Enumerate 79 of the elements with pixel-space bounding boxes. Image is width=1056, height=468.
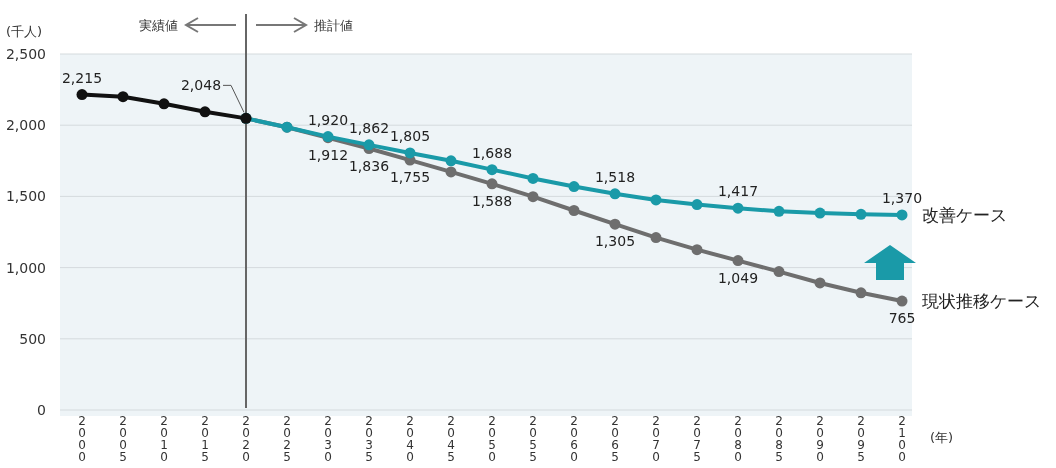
data-label: 1,417 xyxy=(717,183,759,200)
x-tick-label: 2095 xyxy=(857,414,865,464)
point xyxy=(527,191,539,203)
x-tick-label: 2045 xyxy=(447,414,455,464)
x-tick-label: 2085 xyxy=(775,414,783,464)
x-tick-label: 2100 xyxy=(898,414,906,464)
point xyxy=(445,155,457,167)
point xyxy=(896,295,908,307)
data-label: 1,805 xyxy=(389,127,431,144)
point xyxy=(650,232,662,244)
x-tick-label: 2005 xyxy=(119,414,127,464)
point xyxy=(76,89,88,101)
y-tick-label: 1,500 xyxy=(5,188,46,205)
point xyxy=(609,188,621,200)
x-tick-label: 2075 xyxy=(693,414,701,464)
data-label: 1,588 xyxy=(471,192,513,209)
point xyxy=(158,98,170,110)
point xyxy=(527,172,539,184)
data-label: 1,688 xyxy=(471,144,513,161)
x-tick-label: 2015 xyxy=(201,414,209,464)
y-tick-label: 2,500 xyxy=(5,46,46,62)
point xyxy=(855,208,867,220)
point xyxy=(773,266,785,278)
y-tick-label: 1,000 xyxy=(5,259,46,276)
x-tick-label: 2025 xyxy=(283,414,291,464)
series-label: 現状推移ケース xyxy=(922,291,1041,312)
point xyxy=(896,209,908,221)
point xyxy=(117,91,129,103)
x-tick-label: 2040 xyxy=(406,414,414,464)
x-tick-label: 2065 xyxy=(611,414,619,464)
y-axis-title: (千人) xyxy=(6,24,43,39)
point xyxy=(568,205,580,216)
x-tick-label: 2055 xyxy=(529,414,537,464)
point xyxy=(199,106,211,118)
y-tick-label: 500 xyxy=(19,330,46,347)
x-tick-label: 2050 xyxy=(488,414,496,464)
point xyxy=(568,181,580,193)
y-tick-label: 0 xyxy=(37,402,46,418)
x-tick-label: 2080 xyxy=(734,414,742,464)
data-label: 1,912 xyxy=(307,146,349,163)
data-label: 1,836 xyxy=(348,157,390,174)
data-label: 1,518 xyxy=(594,168,636,185)
data-label: 1,862 xyxy=(348,119,390,136)
series-label: 改善ケース xyxy=(922,204,1007,225)
data-label: 1,920 xyxy=(307,111,349,128)
point xyxy=(814,207,826,219)
point xyxy=(732,255,744,267)
data-label: 2,215 xyxy=(61,69,103,86)
point xyxy=(732,202,744,214)
data-label: 1,755 xyxy=(389,169,431,186)
x-tick-label: 2010 xyxy=(160,414,168,464)
point xyxy=(445,166,457,178)
point xyxy=(855,287,867,299)
data-label: 1,049 xyxy=(717,269,759,286)
data-label: 1,370 xyxy=(881,189,923,206)
point xyxy=(609,218,621,230)
data-label: 765 xyxy=(888,310,916,327)
text: 推計値 xyxy=(314,18,353,33)
point xyxy=(486,178,498,190)
point xyxy=(486,164,498,176)
x-tick-label: 2035 xyxy=(365,414,373,464)
point xyxy=(691,199,703,211)
y-tick-label: 2,000 xyxy=(5,117,46,134)
x-tick-label: 2000 xyxy=(78,414,86,464)
x-tick-label: 2020 xyxy=(242,414,250,464)
text: 実績値 xyxy=(139,18,178,33)
point xyxy=(814,277,826,289)
x-tick-label: 2090 xyxy=(816,414,824,464)
point xyxy=(404,147,416,159)
x-tick-label: 2070 xyxy=(652,414,660,464)
x-tick-label: 2060 xyxy=(570,414,578,464)
x-axis-title: (年) xyxy=(930,430,954,445)
point xyxy=(691,244,703,256)
point xyxy=(650,194,662,206)
point xyxy=(363,139,375,151)
data-label: 2,048 xyxy=(180,77,222,94)
data-label: 1,305 xyxy=(594,233,636,250)
point xyxy=(773,205,785,217)
x-tick-label: 2030 xyxy=(324,414,332,464)
